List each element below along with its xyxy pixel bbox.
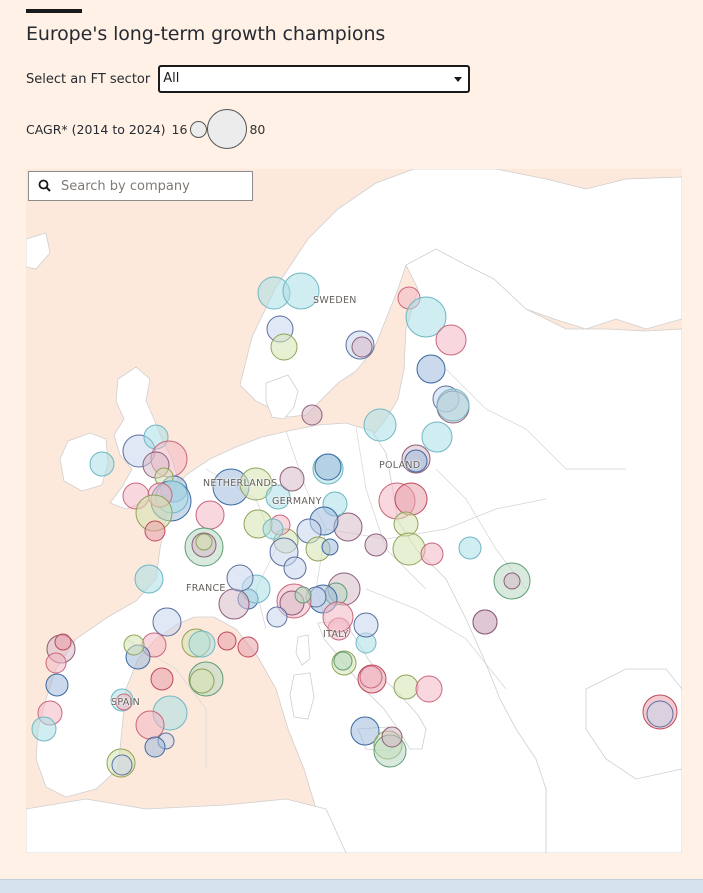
- sector-filter-label: Select an FT sector: [26, 71, 151, 87]
- company-bubble[interactable]: [351, 336, 373, 358]
- company-bubble[interactable]: [393, 674, 419, 700]
- company-bubble[interactable]: [392, 532, 426, 566]
- country-label-netherlands: NETHERLANDS: [203, 478, 278, 489]
- company-bubble[interactable]: [436, 388, 470, 422]
- map-svg[interactable]: [26, 169, 682, 853]
- sector-select-value: All: [163, 71, 180, 86]
- sector-select[interactable]: All: [158, 65, 471, 93]
- company-bubble[interactable]: [266, 606, 288, 628]
- company-search[interactable]: [28, 171, 253, 201]
- company-bubble[interactable]: [123, 634, 145, 656]
- company-bubble[interactable]: [265, 484, 291, 510]
- company-bubble[interactable]: [144, 520, 166, 542]
- company-bubble[interactable]: [134, 564, 164, 594]
- company-bubble[interactable]: [152, 607, 182, 637]
- company-bubble[interactable]: [301, 404, 323, 426]
- company-bubble[interactable]: [45, 673, 69, 697]
- company-bubble[interactable]: [217, 631, 237, 651]
- company-bubble[interactable]: [189, 668, 215, 694]
- border-line: [325, 498, 547, 540]
- country-label-spain: SPAIN: [111, 697, 141, 708]
- company-bubble[interactable]: [270, 333, 298, 361]
- company-bubble[interactable]: [31, 716, 57, 742]
- size-legend: CAGR* (2014 to 2024) 16 80: [26, 109, 265, 149]
- land-corsica: [295, 634, 311, 666]
- company-bubble[interactable]: [404, 449, 428, 473]
- company-bubble[interactable]: [472, 609, 498, 635]
- company-bubble[interactable]: [381, 726, 403, 748]
- page-title: Europe's long-term growth champions: [26, 23, 386, 45]
- company-bubble[interactable]: [420, 542, 444, 566]
- company-bubble[interactable]: [458, 536, 482, 560]
- company-bubble[interactable]: [321, 538, 339, 556]
- company-bubble[interactable]: [226, 564, 254, 592]
- europe-map[interactable]: [26, 169, 682, 853]
- land-denmark: [265, 374, 299, 420]
- chevron-down-icon: [454, 77, 463, 82]
- company-bubble[interactable]: [283, 556, 307, 580]
- company-bubble[interactable]: [314, 453, 342, 481]
- company-bubble[interactable]: [405, 296, 447, 338]
- company-bubble[interactable]: [421, 421, 453, 453]
- border-line: [365, 588, 507, 690]
- border-line: [355, 426, 427, 590]
- search-input[interactable]: [61, 178, 241, 194]
- size-legend-large-circle: [207, 109, 248, 149]
- company-bubble[interactable]: [188, 630, 216, 658]
- company-bubble[interactable]: [350, 716, 380, 746]
- company-bubble[interactable]: [237, 636, 259, 658]
- company-bubble[interactable]: [363, 408, 397, 442]
- country-label-sweden: SWEDEN: [313, 295, 357, 306]
- company-bubble[interactable]: [322, 601, 354, 633]
- company-bubble[interactable]: [416, 354, 446, 384]
- sector-filter: Select an FT sector All: [26, 64, 471, 94]
- company-bubble[interactable]: [279, 466, 305, 492]
- country-label-france: FRANCE: [186, 583, 226, 594]
- company-bubble[interactable]: [54, 633, 72, 651]
- search-icon: [37, 178, 53, 194]
- company-bubble[interactable]: [394, 482, 428, 516]
- company-bubble[interactable]: [195, 500, 225, 530]
- size-legend-label: CAGR* (2014 to 2024): [26, 121, 166, 137]
- border-line: [445, 368, 626, 470]
- company-bubble[interactable]: [393, 511, 419, 537]
- company-bubble[interactable]: [435, 324, 467, 356]
- company-bubble[interactable]: [353, 612, 379, 638]
- company-bubble[interactable]: [135, 710, 165, 740]
- company-bubbles[interactable]: [31, 272, 678, 778]
- top-rule: [26, 9, 82, 13]
- company-bubble[interactable]: [111, 754, 133, 776]
- size-legend-small-circle: [190, 120, 208, 138]
- country-label-germany: GERMANY: [272, 496, 322, 507]
- company-bubble[interactable]: [150, 667, 174, 691]
- company-bubble[interactable]: [503, 572, 521, 590]
- company-bubble[interactable]: [239, 467, 273, 501]
- company-bubble[interactable]: [45, 652, 67, 674]
- land-ireland: [59, 432, 109, 492]
- company-bubble[interactable]: [195, 533, 213, 551]
- company-bubble[interactable]: [144, 736, 166, 758]
- company-bubble[interactable]: [364, 533, 388, 557]
- company-bubble[interactable]: [646, 700, 674, 728]
- country-label-italy: ITALY: [323, 629, 349, 640]
- company-bubble[interactable]: [89, 451, 115, 477]
- bottom-bar: [0, 879, 703, 893]
- company-bubble[interactable]: [333, 651, 353, 671]
- size-legend-min: 16: [171, 121, 188, 137]
- land-north-africa: [26, 798, 347, 853]
- company-bubble[interactable]: [115, 693, 133, 711]
- company-bubble[interactable]: [262, 518, 284, 540]
- company-bubble[interactable]: [282, 272, 320, 310]
- country-label-poland: POLAND: [379, 460, 421, 471]
- size-legend-max: 80: [249, 121, 266, 137]
- company-bubble[interactable]: [333, 512, 363, 542]
- company-bubble[interactable]: [415, 675, 443, 703]
- company-bubble[interactable]: [359, 665, 383, 689]
- company-bubble[interactable]: [294, 586, 312, 604]
- land-iceland: [26, 232, 51, 270]
- land-sardinia: [289, 672, 315, 720]
